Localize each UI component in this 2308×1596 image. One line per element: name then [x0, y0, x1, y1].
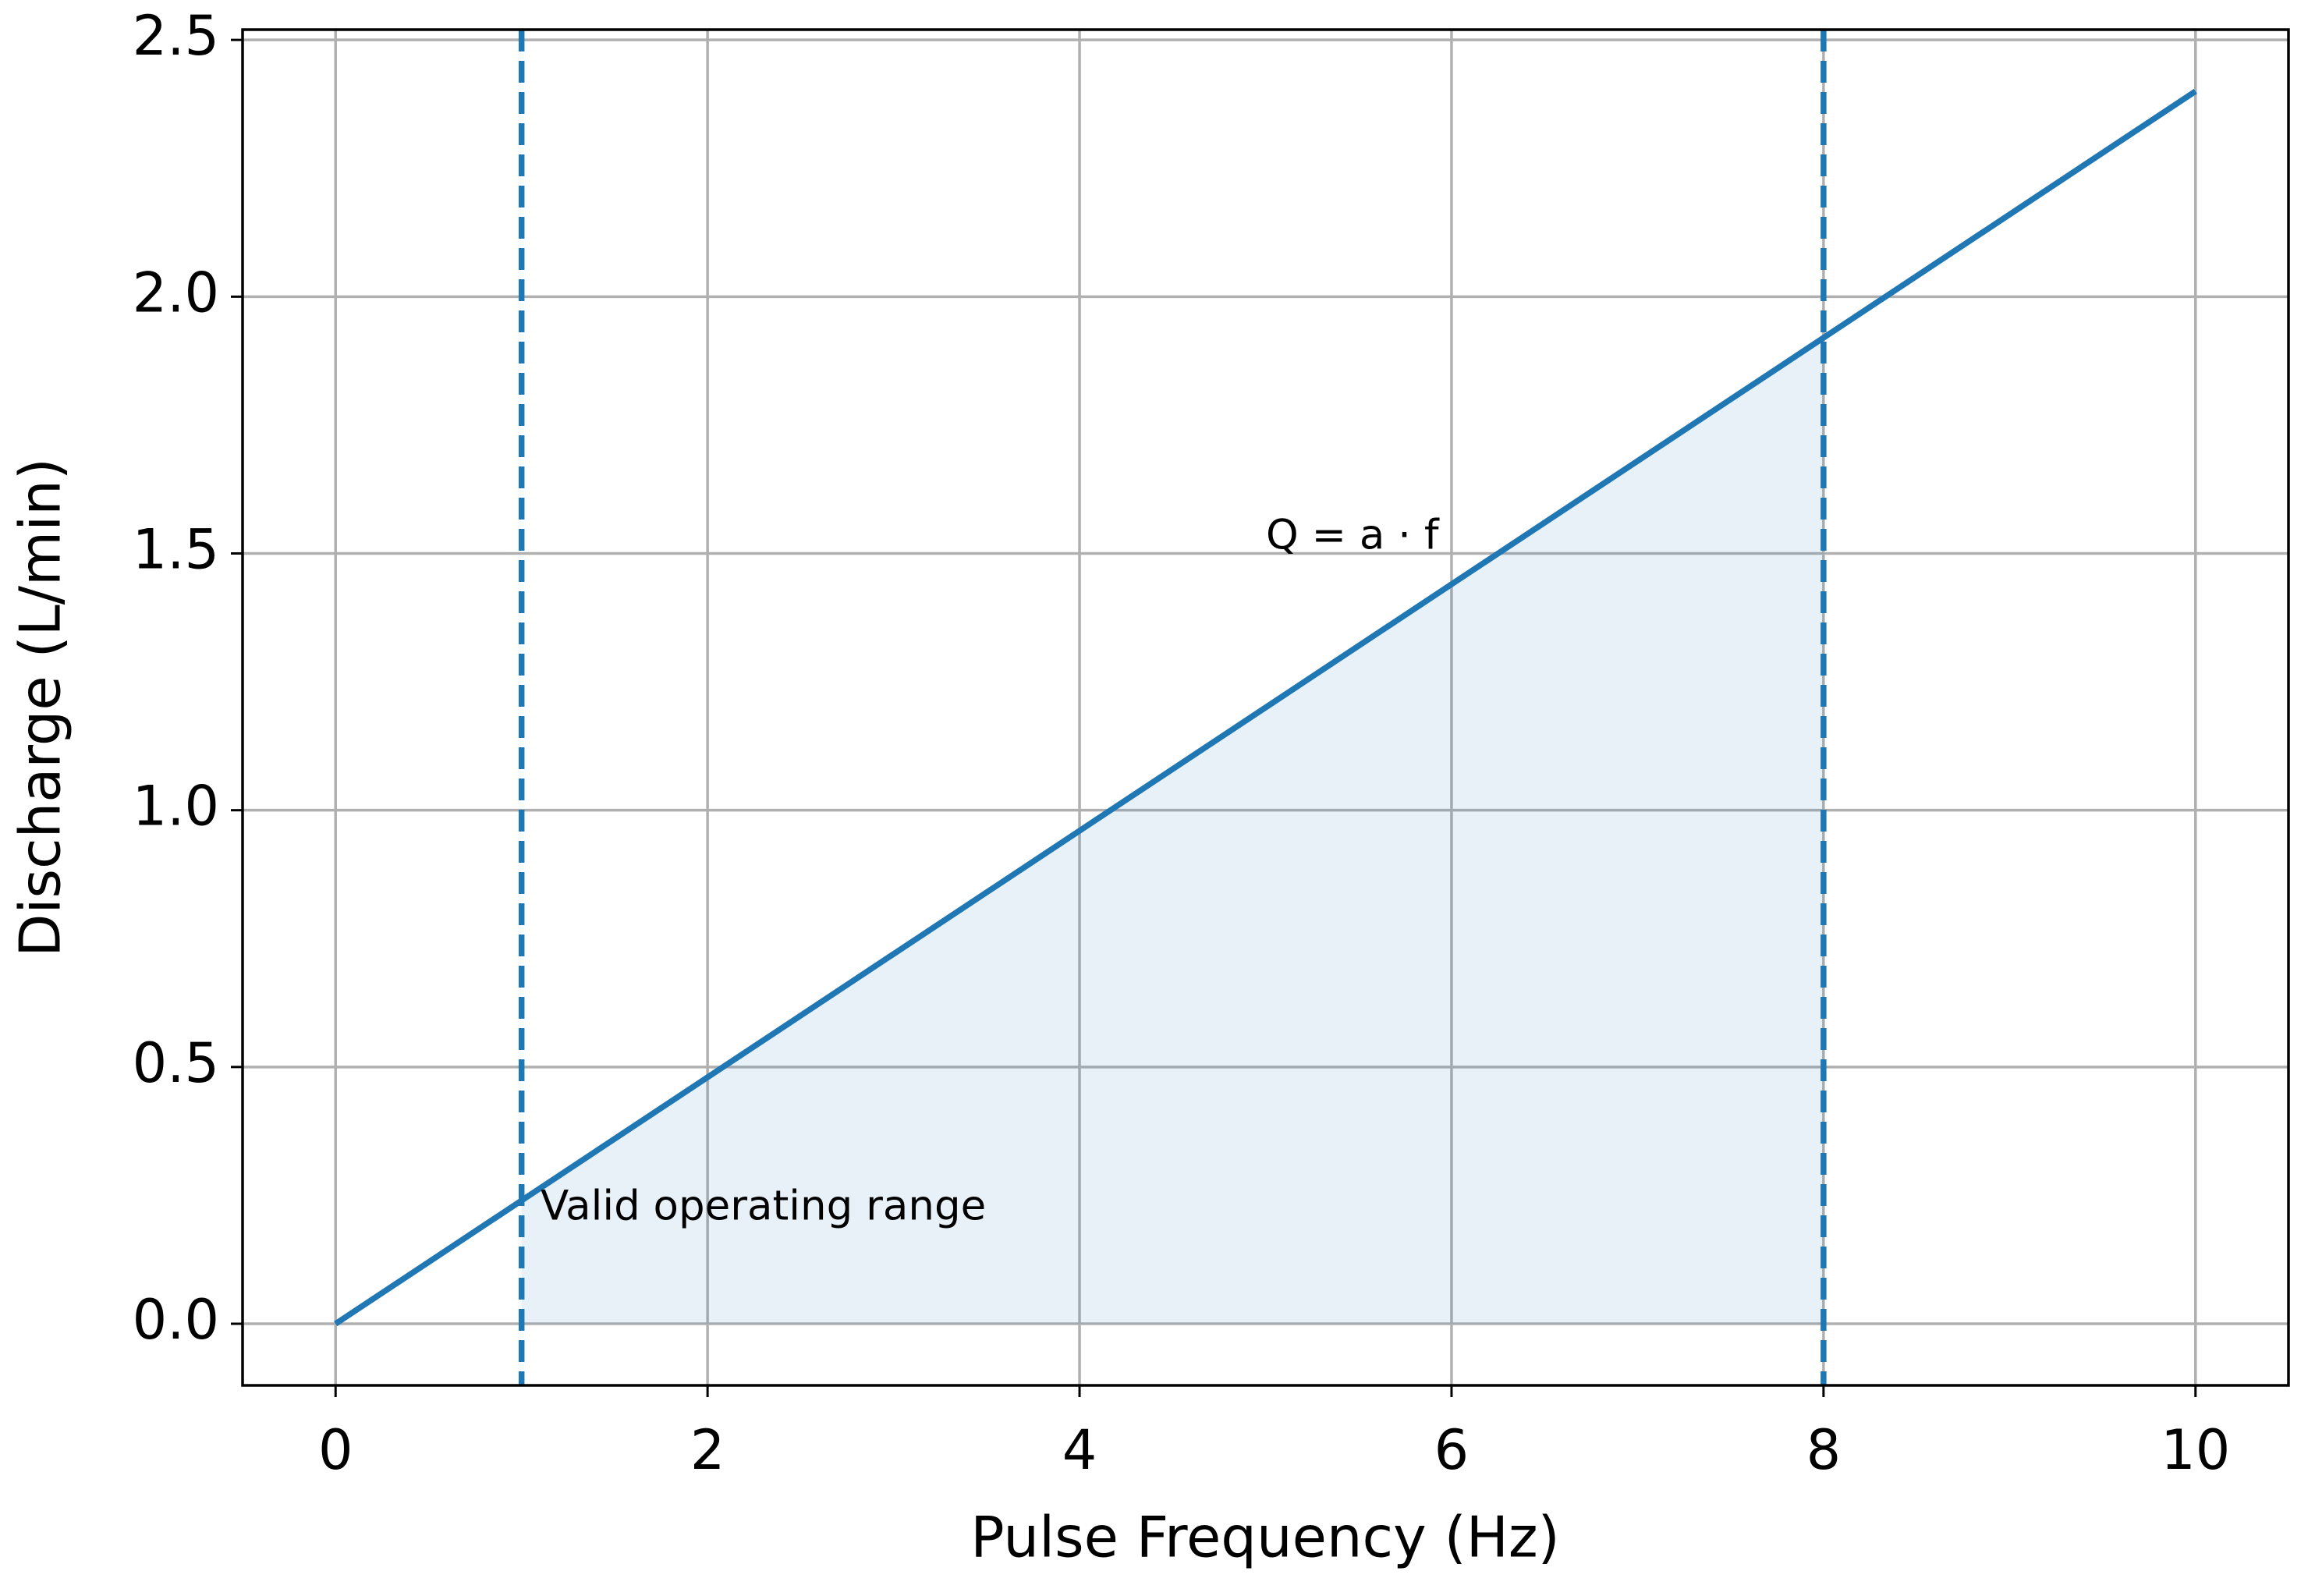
x-axis-label: Pulse Frequency (Hz): [970, 1505, 1559, 1570]
x-tick-label: 0: [318, 1418, 353, 1482]
annotation: Valid operating range: [541, 1183, 986, 1230]
line: [334, 88, 2197, 1327]
annotation: Q = a · f: [1266, 512, 1440, 559]
x-tick-label: 10: [2161, 1418, 2230, 1482]
x-tick-label: 8: [1806, 1418, 1842, 1482]
x-tick-label: 2: [690, 1418, 725, 1482]
y-tick-label: 0.0: [133, 1288, 219, 1352]
y-tick-label: 1.5: [133, 518, 219, 582]
y-tick-label: 2.5: [133, 4, 219, 68]
y-axis-label: Discharge (L/min): [8, 458, 73, 957]
y-tick-label: 0.5: [133, 1031, 219, 1095]
x-tick-label: 6: [1434, 1418, 1470, 1482]
plot-frame: [241, 28, 2290, 1387]
fill-area: [521, 338, 1824, 1324]
y-tick-label: 2.0: [133, 261, 219, 325]
y-tick-label: 1.0: [133, 775, 219, 839]
x-tick-label: 4: [1062, 1418, 1097, 1482]
